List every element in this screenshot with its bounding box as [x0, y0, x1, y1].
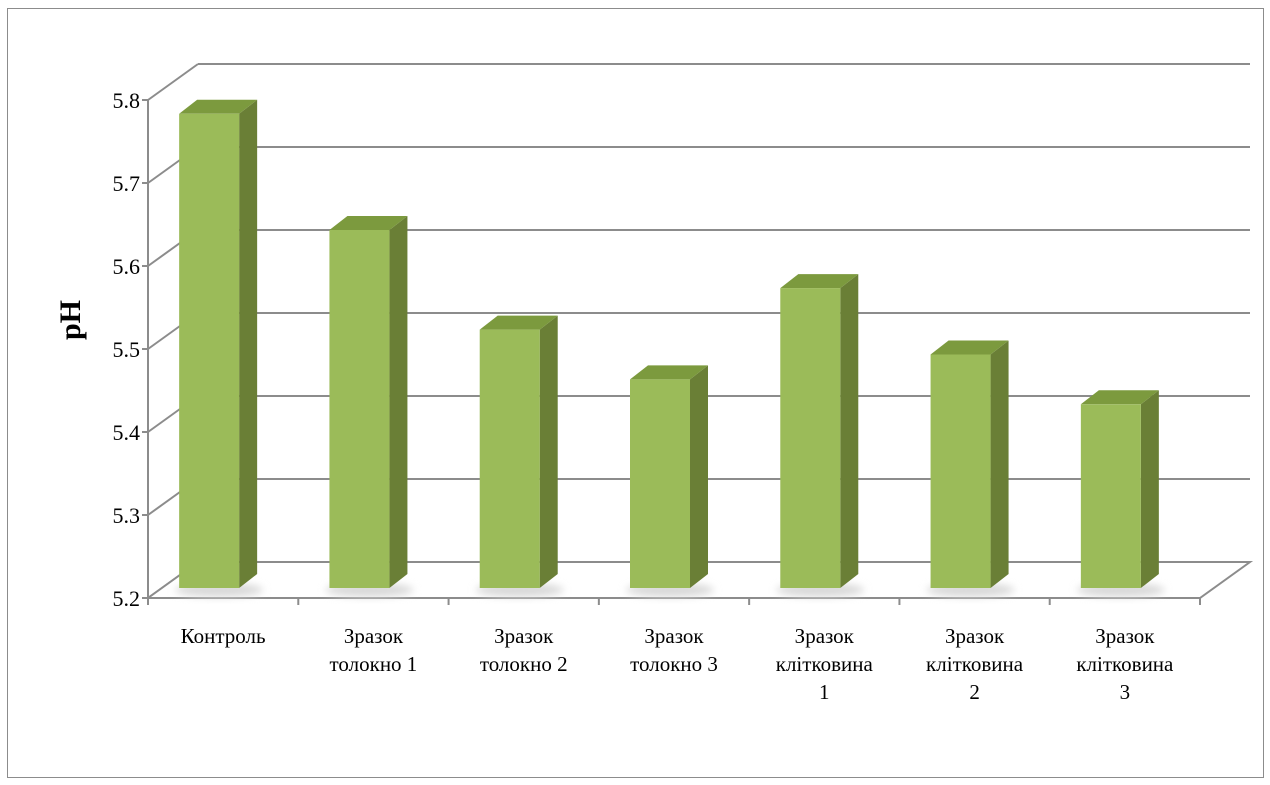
x-axis-category-labels: Контроль Зразок толокно 1 Зразок толокно 2 Зр…: [181, 624, 1174, 704]
bar-top: [1080, 390, 1159, 405]
bar: [630, 379, 690, 588]
x-category-label: клітковина: [776, 652, 874, 676]
bar: [329, 230, 390, 588]
bar-top: [630, 365, 708, 380]
y-axis-tick-labels: 5.2 5.3 5.4 5.5 5.6 5.7 5.8: [113, 88, 141, 611]
bar-top: [179, 99, 258, 114]
bar: [780, 288, 841, 588]
x-category-label: Зразок: [945, 624, 1005, 648]
bar-top: [329, 216, 408, 230]
x-category-label: Зразок: [344, 624, 404, 648]
bar-top: [479, 315, 558, 330]
x-category-label: толокно 3: [630, 652, 718, 676]
bar: [179, 113, 240, 589]
y-tick-label: 5.3: [113, 503, 141, 528]
gridline-depth: [147, 63, 199, 101]
bar: [930, 354, 991, 588]
y-tick-label: 5.4: [113, 420, 141, 445]
bar-side: [389, 216, 408, 588]
x-category-label: 3: [1120, 680, 1131, 704]
y-tick-label: 5.8: [113, 88, 141, 113]
bar-side: [840, 274, 859, 588]
bars: [179, 99, 1159, 589]
x-category-label: Контроль: [181, 624, 266, 648]
bar: [479, 329, 540, 588]
x-category-label: толокно 1: [330, 652, 418, 676]
x-category-label: клітковина: [926, 652, 1024, 676]
bar-side: [690, 365, 708, 588]
x-category-label: клітковина: [1076, 652, 1174, 676]
bar-side: [1140, 390, 1159, 588]
bar: [1080, 404, 1141, 588]
x-category-label: 2: [969, 680, 980, 704]
bar-side: [239, 99, 258, 589]
bar-side: [539, 315, 558, 588]
y-tick-label: 5.7: [113, 171, 141, 196]
x-category-label: Зразок: [494, 624, 554, 648]
x-category-label: Зразок: [1095, 624, 1155, 648]
y-tick-label: 5.6: [113, 254, 141, 279]
y-axis-title: pH: [54, 300, 87, 340]
x-category-label: Зразок: [644, 624, 704, 648]
bar-top: [780, 274, 859, 289]
y-tick-label: 5.5: [113, 337, 141, 362]
x-category-label: 1: [819, 680, 830, 704]
x-category-label: толокно 2: [480, 652, 568, 676]
y-tick-label: 5.2: [113, 586, 141, 611]
bar-top: [930, 340, 1009, 355]
bar-side: [990, 340, 1009, 588]
x-category-label: Зразок: [795, 624, 855, 648]
